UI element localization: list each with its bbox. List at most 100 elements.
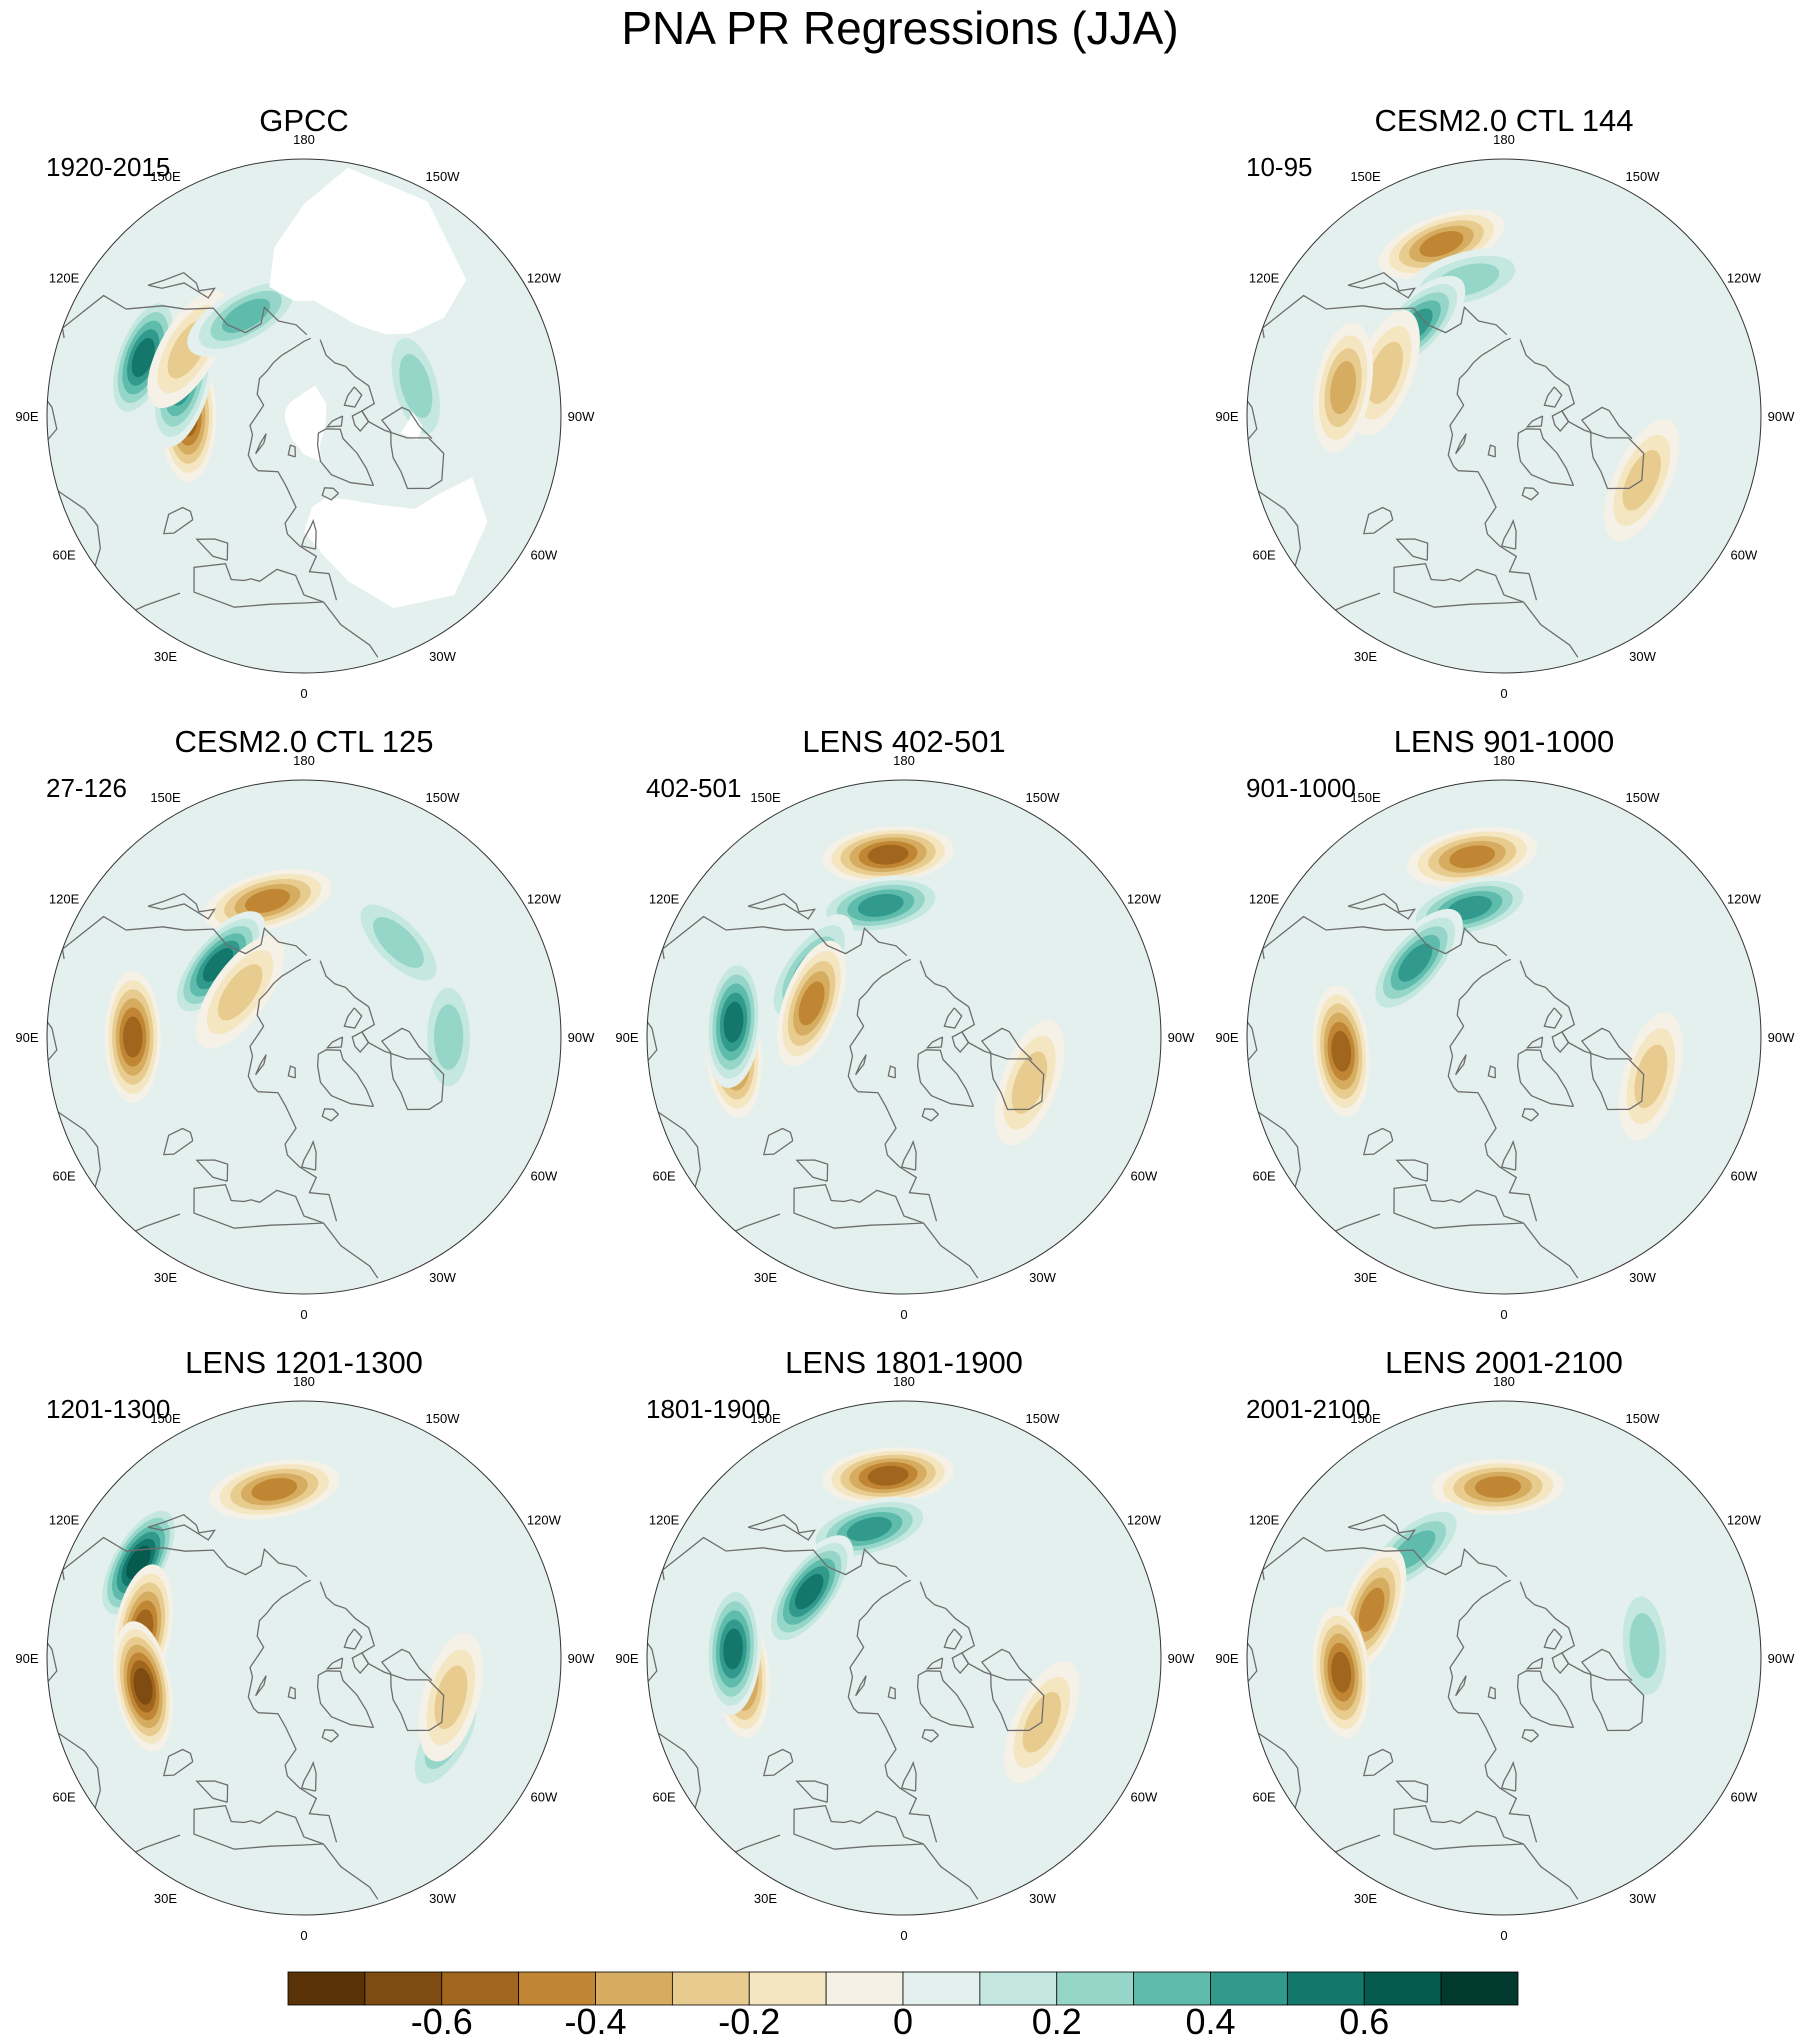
contour-level [794, 1573, 824, 1610]
contour-anomaly [383, 321, 448, 451]
coastline [925, 1657, 944, 1670]
contour-anomaly [1407, 826, 1538, 887]
coastline [1393, 1804, 1524, 1850]
longitude-label: 30W [1629, 1891, 1656, 1906]
contour-anomaly [209, 1459, 340, 1520]
contour-level [222, 298, 271, 333]
contour-anomaly [108, 294, 178, 421]
contour-level [867, 1465, 909, 1486]
map-border [1246, 1400, 1762, 1916]
panel-period-label: 1201-1300 [46, 1394, 170, 1424]
contour-level [798, 981, 825, 1026]
coastline [195, 1159, 229, 1182]
coastline [762, 1748, 794, 1777]
map-background-field [47, 780, 561, 1294]
longitude-label: 120E [1249, 271, 1280, 286]
coastline [921, 1108, 939, 1122]
colorbar-swatch [441, 1971, 520, 2006]
coastline [1455, 433, 1467, 455]
longitude-label: 180 [893, 753, 915, 768]
coastline [1516, 428, 1575, 487]
longitude-label: 150E [150, 790, 181, 805]
coastline [322, 1843, 379, 1900]
contour-level [867, 844, 909, 865]
coastline [922, 1843, 979, 1900]
longitude-label: 90E [15, 1651, 38, 1666]
map-border [46, 779, 562, 1295]
coastline [1522, 1222, 1579, 1279]
longitude-label: 90E [15, 409, 38, 424]
coastline [1455, 1675, 1467, 1697]
coastline [1395, 1159, 1429, 1182]
longitude-label: 90W [568, 1030, 595, 1045]
coastlines [1247, 892, 1645, 1279]
colorbar-swatch [1133, 1971, 1211, 2006]
coastline [1551, 410, 1570, 432]
colorbar-tick-label: -0.2 [718, 2001, 780, 2042]
contour-level [723, 1628, 743, 1670]
coastline [1543, 1007, 1563, 1029]
longitude-label: 90W [1768, 1651, 1795, 1666]
map-panel: GPCC 1920-2015 180 150E 120E 90E 60E 30E 0 30W 60W… [15, 103, 595, 701]
map-panel: LENS 2001-2100 2001-2100 180 150E 120E 90E 60E… [1215, 1345, 1795, 1943]
coastline [316, 1670, 375, 1729]
coastline [1500, 1139, 1517, 1171]
coastline [1362, 1748, 1394, 1777]
longitude-label: 90W [1168, 1030, 1195, 1045]
longitude-label: 90W [568, 1651, 595, 1666]
contour-level [1358, 1587, 1385, 1632]
longitude-label: 60W [1131, 1790, 1158, 1805]
contour-anomaly [195, 935, 285, 1049]
coastline [316, 1049, 375, 1108]
coastline [162, 1127, 194, 1156]
colorbar-tick-label: 0.4 [1185, 2001, 1235, 2042]
panel-period-label: 1801-1900 [646, 1394, 770, 1424]
missing-data-region [304, 477, 488, 609]
map-panel: LENS 1801-1900 1801-1900 180 150E 120E 90E 60E… [615, 1345, 1195, 1943]
map-border [46, 1400, 562, 1916]
contour-level [217, 964, 263, 1021]
longitude-label: 30E [1354, 649, 1377, 664]
coastline [321, 1729, 339, 1743]
colorbar-tick-label: 0 [893, 2001, 913, 2042]
coastline [1261, 915, 1508, 960]
longitude-label: 90W [1768, 409, 1795, 424]
coastline [925, 1036, 944, 1049]
panel-title: LENS 1201-1300 [185, 1345, 423, 1380]
coastline [793, 1804, 924, 1850]
longitude-label: 150E [1350, 790, 1381, 805]
coastline [855, 1054, 867, 1076]
coastline [147, 1513, 216, 1541]
coastline [1519, 960, 1645, 1111]
longitude-label: 150W [426, 1411, 461, 1426]
coastline [255, 1675, 267, 1697]
longitude-label: 150W [1626, 790, 1661, 805]
map-panel: LENS 402-501 402-501 180 150E 120E 90E 60E 30E 0… [615, 724, 1195, 1322]
contour-level [1367, 341, 1403, 404]
longitude-label: 0 [300, 1307, 307, 1322]
coastline [1393, 1183, 1524, 1229]
longitude-label: 120W [1127, 1513, 1162, 1528]
longitude-label: 120W [1727, 1513, 1762, 1528]
colorbar: -0.6 -0.4 -0.2 0 0.2 0.4 0.6 [287, 1971, 1519, 2042]
coastlines [647, 1513, 1045, 1900]
coastline [343, 386, 363, 408]
longitude-label: 120W [1727, 271, 1762, 286]
coastline [661, 1536, 908, 1581]
coastline [61, 915, 308, 960]
coastline [919, 960, 1045, 1111]
missing-data-mask [269, 167, 488, 609]
contour-anomaly [104, 971, 161, 1103]
longitude-label: 60W [531, 1790, 558, 1805]
contour-level [1398, 943, 1433, 982]
coastline [1521, 487, 1539, 501]
panel-period-label: 402-501 [646, 773, 741, 803]
panel-title: LENS 2001-2100 [1385, 1345, 1623, 1380]
longitude-label: 90E [1215, 1651, 1238, 1666]
coastline [255, 433, 267, 455]
coastline [795, 1780, 829, 1803]
longitude-label: 120W [527, 271, 562, 286]
coastline [1543, 1628, 1563, 1650]
coastline [300, 1139, 317, 1171]
longitude-label: 120E [1249, 892, 1280, 907]
